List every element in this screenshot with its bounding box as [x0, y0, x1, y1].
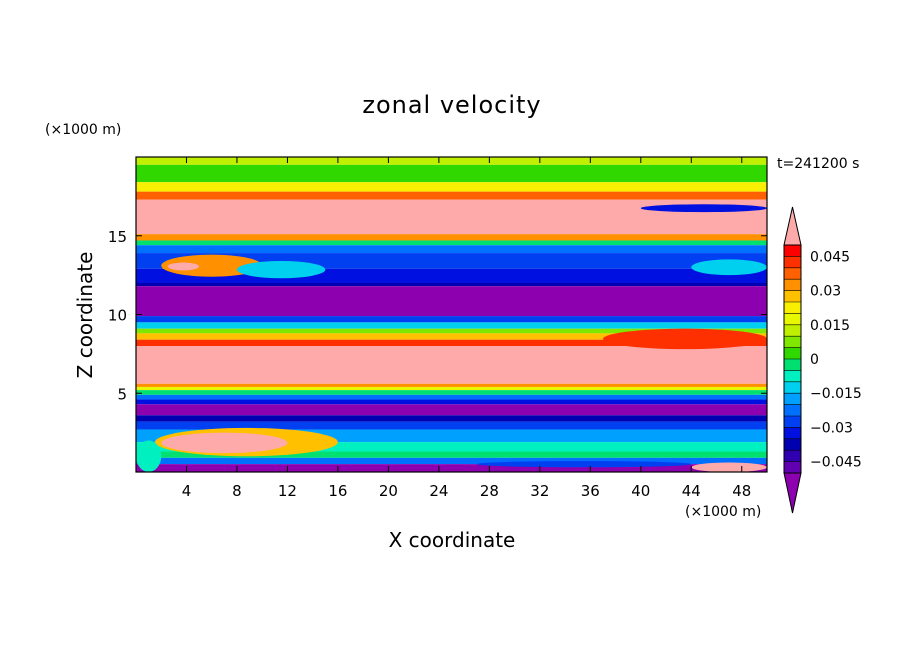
colorbar-swatch — [784, 245, 801, 257]
colorbar-swatch — [784, 336, 801, 348]
velocity-band — [136, 199, 767, 235]
velocity-band — [136, 415, 767, 422]
x-tick-label: 36 — [581, 482, 600, 500]
velocity-band — [136, 234, 767, 241]
x-tick-label: 20 — [379, 482, 398, 500]
velocity-feature — [236, 260, 326, 279]
colorbar-swatch — [784, 461, 801, 473]
x-axis-unit: (×1000 m) — [685, 504, 761, 520]
velocity-band — [136, 464, 767, 472]
colorbar-swatch — [784, 404, 801, 416]
velocity-feature — [136, 440, 162, 472]
y-axis-ticks: 5 10 15 — [108, 228, 767, 403]
velocity-band — [136, 421, 767, 430]
velocity-band — [136, 240, 767, 246]
velocity-band — [136, 346, 767, 384]
velocity-band — [136, 457, 767, 465]
colorbar-swatch — [784, 427, 801, 439]
x-tick-label: 32 — [530, 482, 549, 500]
y-tick-label: 5 — [117, 385, 127, 403]
velocity-band — [136, 157, 767, 165]
x-axis-label: X coordinate — [389, 528, 516, 552]
velocity-feature — [640, 204, 768, 213]
colorbar-swatch — [784, 381, 801, 394]
colorbar: 0.045 0.03 0.015 0 −0.015 −0.03 −0.045 — [783, 206, 862, 514]
velocity-band — [136, 399, 767, 405]
velocity-band — [136, 182, 767, 192]
x-tick-label: 8 — [232, 482, 242, 500]
x-tick-label: 24 — [429, 482, 448, 500]
velocity-band — [136, 322, 767, 329]
velocity-band — [136, 442, 767, 452]
colorbar-swatch — [784, 324, 801, 337]
velocity-band — [136, 390, 767, 395]
velocity-band — [136, 245, 767, 254]
time-label: t=241200 s — [777, 156, 859, 172]
colorbar-tick-label: −0.045 — [810, 455, 862, 471]
x-tick-label: 16 — [328, 482, 347, 500]
colorbar-swatch — [784, 450, 801, 462]
velocity-band — [136, 283, 767, 287]
velocity-band — [136, 191, 767, 200]
colorbar-swatch — [784, 290, 801, 302]
colorbar-swatch — [784, 267, 801, 280]
chart-title: zonal velocity — [362, 91, 541, 119]
velocity-band — [136, 328, 767, 334]
colorbar-under-triangle — [783, 472, 802, 514]
y-axis-label: Z coordinate — [73, 252, 97, 379]
colorbar-tick-label: 0.045 — [810, 249, 850, 265]
colorbar-swatch — [784, 370, 801, 382]
velocity-band — [136, 333, 767, 340]
colorbar-swatch — [784, 256, 801, 268]
velocity-band — [136, 316, 767, 323]
velocity-feature — [167, 262, 200, 271]
x-tick-label: 28 — [480, 482, 499, 500]
velocity-band — [136, 286, 767, 317]
x-tick-label: 44 — [682, 482, 701, 500]
y-tick-label: 10 — [108, 307, 127, 325]
colorbar-swatch — [784, 347, 801, 359]
velocity-bands — [136, 157, 767, 472]
x-tick-label: 48 — [732, 482, 751, 500]
colorbar-tick-label: 0.015 — [810, 318, 850, 334]
velocity-feature — [691, 462, 767, 472]
velocity-features — [136, 204, 768, 472]
velocity-feature — [476, 460, 692, 468]
y-axis-unit: (×1000 m) — [45, 122, 121, 138]
y-tick-label: 15 — [108, 228, 127, 246]
velocity-band — [136, 383, 767, 387]
colorbar-swatch — [784, 313, 801, 325]
x-tick-label: 12 — [278, 482, 297, 500]
velocity-feature — [691, 259, 767, 276]
colorbar-swatch — [784, 302, 801, 314]
velocity-feature — [602, 328, 767, 350]
x-axis-ticks: 4 8 12 16 20 24 28 32 36 40 44 48 — [182, 157, 751, 500]
x-tick-label: 4 — [182, 482, 192, 500]
plot-area — [135, 156, 768, 473]
colorbar-swatch — [784, 393, 801, 405]
colorbar-swatch — [784, 416, 801, 428]
velocity-feature — [161, 432, 288, 454]
colorbar-tick-label: 0.03 — [810, 284, 841, 300]
velocity-band — [136, 394, 767, 400]
colorbar-tick-label: −0.015 — [810, 386, 862, 402]
colorbar-swatch — [784, 438, 801, 451]
velocity-feature — [161, 254, 263, 277]
colorbar-swatch — [784, 359, 801, 371]
velocity-band — [136, 386, 767, 391]
colorbar-swatch — [784, 279, 801, 291]
x-tick-label: 40 — [631, 482, 650, 500]
velocity-band — [136, 339, 767, 346]
velocity-band — [136, 404, 767, 416]
colorbar-tick-label: −0.03 — [810, 420, 853, 436]
colorbar-tick-label: 0 — [810, 352, 819, 368]
velocity-band — [136, 451, 767, 458]
velocity-band — [136, 164, 767, 183]
colorbar-over-triangle — [783, 206, 802, 246]
